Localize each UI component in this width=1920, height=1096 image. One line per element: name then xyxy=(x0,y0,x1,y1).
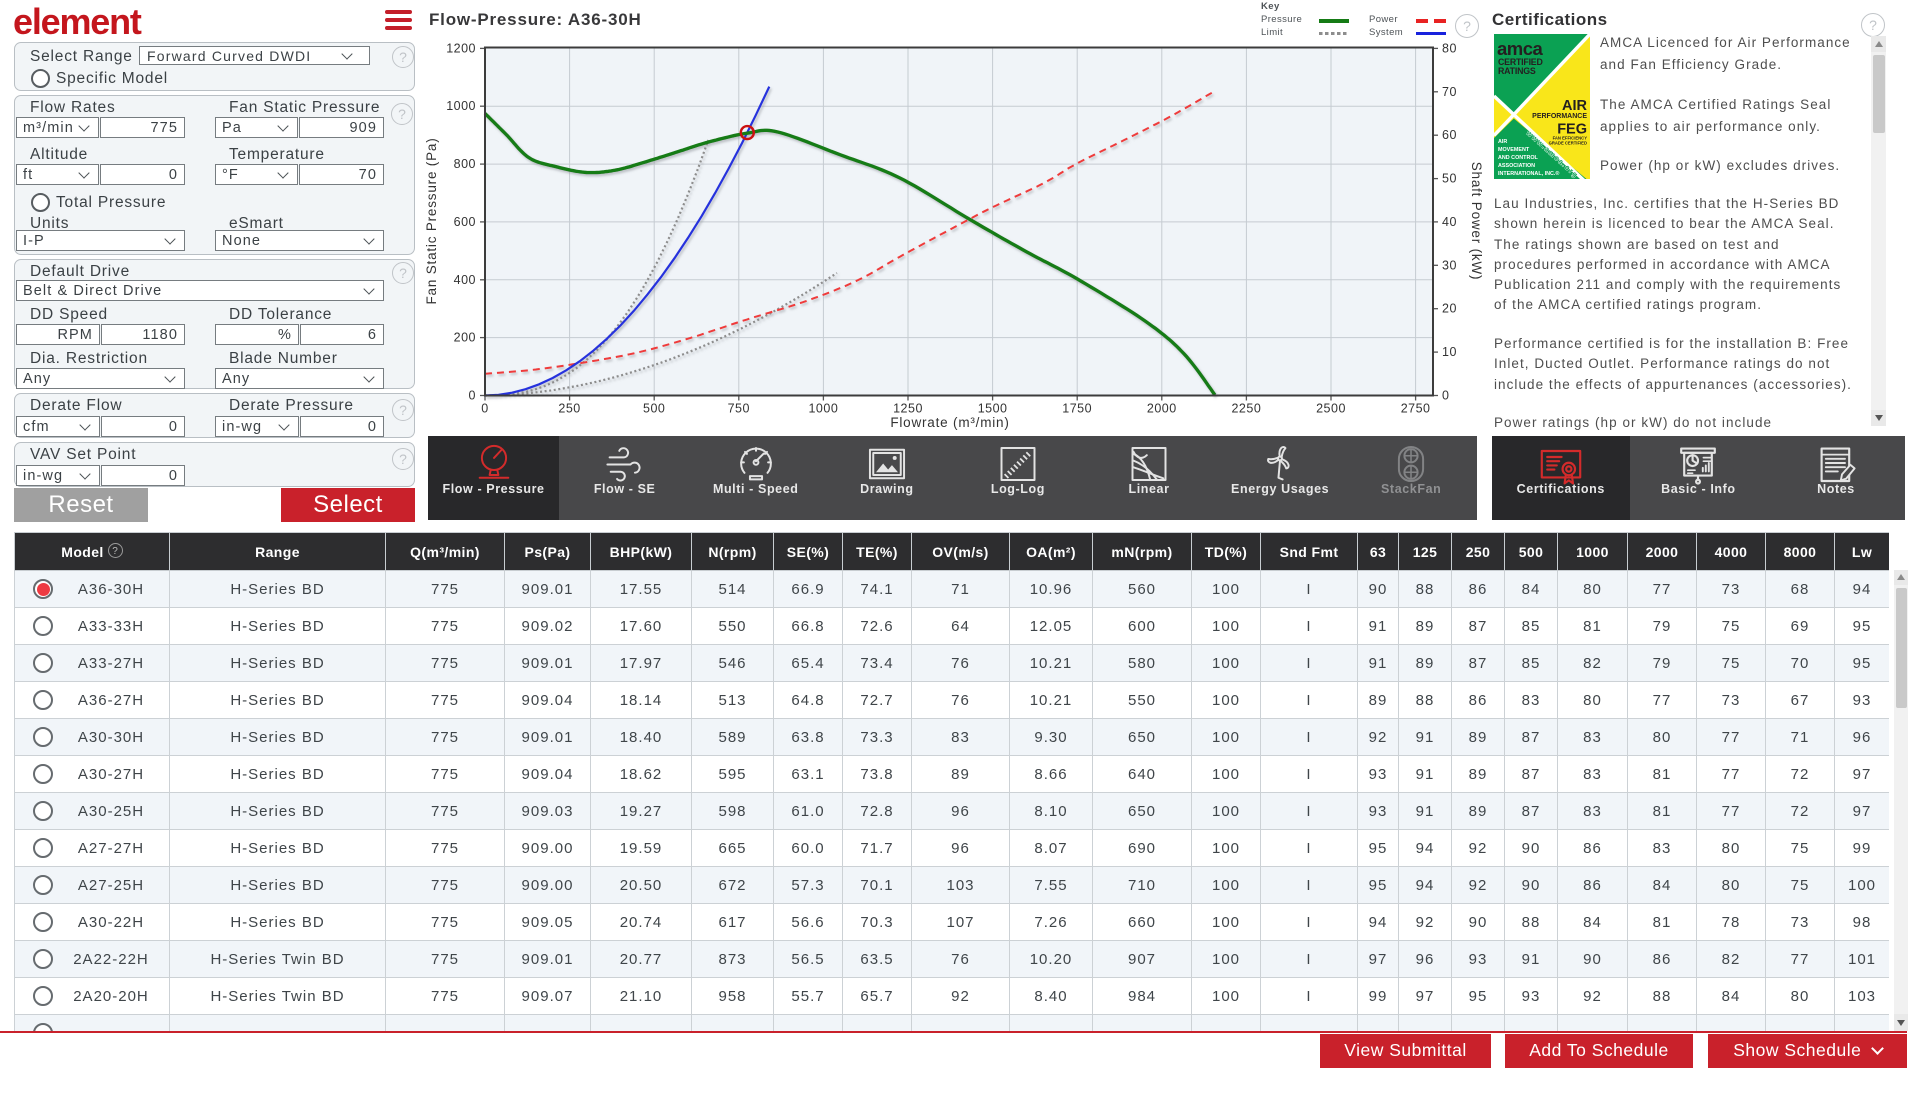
svg-text:20: 20 xyxy=(1442,302,1457,316)
svg-text:250: 250 xyxy=(558,402,580,416)
svg-text:Fan Static Pressure (Pa): Fan Static Pressure (Pa) xyxy=(424,137,439,304)
svg-text:60: 60 xyxy=(1442,128,1457,142)
svg-text:PERFORMANCE: PERFORMANCE xyxy=(1532,113,1587,120)
svg-text:750: 750 xyxy=(728,402,750,416)
svg-text:70: 70 xyxy=(1442,85,1457,99)
svg-text:400: 400 xyxy=(454,273,476,287)
svg-text:600: 600 xyxy=(454,215,476,229)
svg-text:500: 500 xyxy=(643,402,665,416)
svg-text:10: 10 xyxy=(1442,345,1457,359)
svg-text:Shaft Power (kW): Shaft Power (kW) xyxy=(1469,162,1484,281)
svg-text:2500: 2500 xyxy=(1316,402,1346,416)
svg-text:2750: 2750 xyxy=(1401,402,1431,416)
svg-text:INTERNATIONAL, INC.®: INTERNATIONAL, INC.® xyxy=(1498,170,1559,177)
svg-text:RATINGS: RATINGS xyxy=(1498,66,1536,76)
svg-text:40: 40 xyxy=(1442,215,1457,229)
svg-text:80: 80 xyxy=(1442,41,1457,55)
svg-text:FAN EFFICIENCY: FAN EFFICIENCY xyxy=(1553,136,1588,141)
svg-text:30: 30 xyxy=(1442,258,1457,272)
svg-text:0: 0 xyxy=(481,402,488,416)
svg-text:GRADE CERTIFIED: GRADE CERTIFIED xyxy=(1549,141,1587,146)
svg-text:0: 0 xyxy=(469,389,476,403)
svg-text:200: 200 xyxy=(454,331,476,345)
svg-text:1000: 1000 xyxy=(808,402,838,416)
svg-text:MOVEMENT: MOVEMENT xyxy=(1498,147,1530,153)
svg-text:50: 50 xyxy=(1442,172,1457,186)
svg-text:AIR: AIR xyxy=(1498,139,1507,145)
svg-text:FEG: FEG xyxy=(1557,122,1587,138)
svg-text:2250: 2250 xyxy=(1231,402,1261,416)
svg-text:1000: 1000 xyxy=(446,99,476,113)
svg-text:amca: amca xyxy=(1497,38,1544,59)
svg-text:1750: 1750 xyxy=(1062,402,1092,416)
svg-text:Flowrate (m³/min): Flowrate (m³/min) xyxy=(890,415,1009,430)
svg-text:1250: 1250 xyxy=(893,402,923,416)
svg-text:1200: 1200 xyxy=(446,41,476,55)
svg-text:1500: 1500 xyxy=(978,402,1008,416)
svg-text:ASSOCIATION: ASSOCIATION xyxy=(1498,163,1535,169)
svg-text:800: 800 xyxy=(454,157,476,171)
svg-text:CERTIFIED: CERTIFIED xyxy=(1498,57,1543,67)
svg-text:AIR: AIR xyxy=(1562,98,1588,114)
svg-text:2000: 2000 xyxy=(1147,402,1177,416)
svg-text:AND CONTROL: AND CONTROL xyxy=(1498,155,1539,161)
svg-text:0: 0 xyxy=(1442,389,1449,403)
